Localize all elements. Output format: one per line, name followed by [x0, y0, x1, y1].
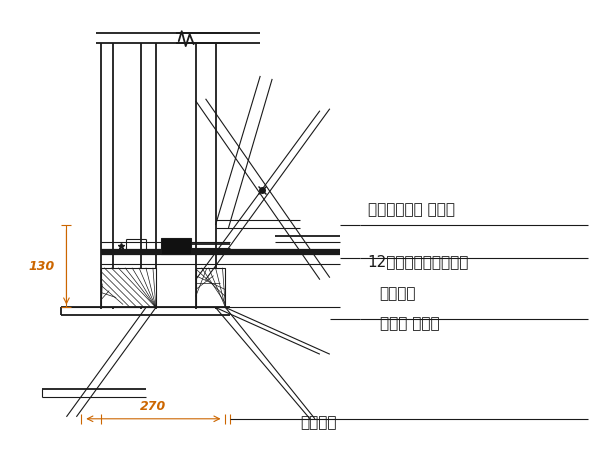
Text: 地脚螺栓: 地脚螺栓 [300, 415, 337, 430]
Text: （周转 使用）: （周转 使用） [380, 316, 439, 331]
Text: 130: 130 [28, 260, 55, 273]
Text: 连接螺母: 连接螺母 [380, 287, 416, 302]
Bar [161, 238, 191, 254]
Bar [196, 268, 226, 307]
Text: 270: 270 [140, 400, 167, 413]
Text: 12号槽钢（周转使用）: 12号槽钢（周转使用） [368, 254, 469, 269]
Bar [101, 268, 156, 307]
Text: 外连杆（周转 使用）: 外连杆（周转 使用） [368, 202, 455, 217]
